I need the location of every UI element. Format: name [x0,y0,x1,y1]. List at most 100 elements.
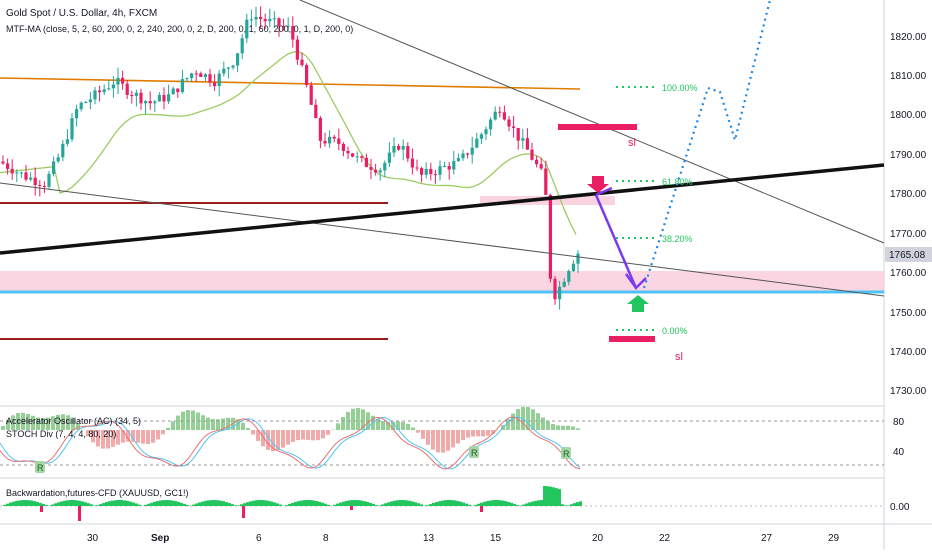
backwardation-bar [39,503,42,506]
ac-bar [351,409,355,430]
candle [434,174,437,175]
stoch-label: STOCH Div (7, 4, 4, 80, 20) [6,429,116,439]
backwardation-bar [297,501,300,506]
backwardation-bar [462,503,465,506]
backwardation-bar [411,501,414,506]
candle [130,95,133,96]
candle [507,120,510,127]
candle [34,178,37,185]
backwardation-bar [273,502,276,506]
backwardation-bar [192,505,195,506]
ac-bar [341,417,345,430]
backwardation-bar [387,502,390,506]
backwardation-bar [534,501,537,506]
candle [415,167,418,168]
candle [250,19,253,20]
backwardation-bar [501,501,504,506]
candle [517,128,520,141]
backwardation-bar [375,505,378,506]
backwardation-bar [219,501,222,506]
candle [544,169,547,195]
candle [38,185,41,186]
time-tick: 8 [323,533,329,544]
candle [337,139,340,144]
backwardation-bar [195,503,198,506]
price-tick: 1750.00 [890,308,927,319]
backwardation-bar [147,504,150,506]
time-axis[interactable]: 30 Sep 6 8 13 15 20 22 27 29 [87,533,840,544]
backwardation-bar [489,500,492,506]
backwardation-neg-bar [480,506,483,512]
backwardation-neg-bar [242,506,245,518]
candle [374,170,377,173]
backwardation-bar [183,504,186,506]
backwardation-bar [420,504,423,506]
candle [457,158,460,161]
candle [475,139,478,148]
candle [310,85,313,105]
backwardation-bar [21,500,24,506]
ac-bar [161,430,165,434]
candle [365,158,368,167]
ac-bar [486,430,490,436]
backwardation-bar [66,500,69,506]
candle [43,186,46,187]
backwardation-bar [348,500,351,506]
backwardation-bar [573,503,576,506]
candle [273,18,276,19]
backwardation-bar [318,502,321,506]
backwardation-bar [114,500,117,506]
candle [484,129,487,134]
backwardation-bar [156,501,159,506]
backwardation-bar [372,504,375,506]
backwardation-bar [549,487,552,506]
sl-label-upper: sl [628,137,636,149]
time-tick: 13 [423,533,435,544]
price-axis[interactable]: 1820.00 1810.00 1800.00 1790.00 1780.00 … [885,32,932,397]
candle [300,60,303,65]
backwardation-bar [261,500,264,506]
candle [15,172,18,173]
backwardation-bar [168,500,171,506]
backwardation-bar [306,500,309,506]
ac-bar [136,430,140,443]
candle [521,138,524,140]
candle [47,174,50,187]
candle [227,68,230,69]
candle [11,169,14,174]
ac-bar [436,430,440,452]
candle [397,146,400,150]
candle [438,166,441,175]
ac-bar [176,416,180,430]
backwardation-bar [207,500,210,506]
backwardation-bar [492,500,495,506]
ac-bar [431,430,435,450]
backwardation-bar [96,505,99,506]
backwardation-bar [504,501,507,506]
backwardation-bar [255,500,258,506]
candle [116,78,119,85]
backwardation-bar [477,504,480,506]
svg-text:80: 80 [893,417,905,428]
backwardation-bar [84,502,87,506]
svg-text:R: R [37,463,44,473]
backwardation-bar [165,500,168,506]
candle [346,151,349,153]
candle [429,169,432,174]
candle [572,264,575,271]
ac-bar [411,427,415,430]
candle [185,78,188,79]
backwardation-bar [459,502,462,506]
candle [406,146,409,159]
time-tick: 20 [592,533,604,544]
backwardation-bar [252,501,255,506]
backwardation-bar [435,502,438,506]
ac-bar [466,430,470,438]
backwardation-bar [117,500,120,506]
backwardation-bar [417,503,420,506]
candle [153,101,156,103]
backwardation-bar [180,503,183,506]
candle [466,153,469,154]
candle [172,89,175,95]
